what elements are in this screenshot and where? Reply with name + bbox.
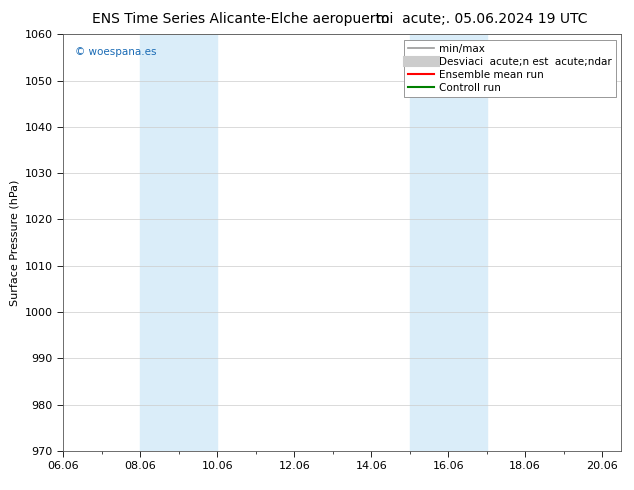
Text: ENS Time Series Alicante-Elche aeropuerto: ENS Time Series Alicante-Elche aeropuert…: [92, 12, 390, 26]
Y-axis label: Surface Pressure (hPa): Surface Pressure (hPa): [10, 179, 19, 306]
Text: mi  acute;. 05.06.2024 19 UTC: mi acute;. 05.06.2024 19 UTC: [376, 12, 588, 26]
Legend: min/max, Desviaci  acute;n est  acute;ndar, Ensemble mean run, Controll run: min/max, Desviaci acute;n est acute;ndar…: [404, 40, 616, 97]
Bar: [140, 34, 217, 451]
Bar: [410, 34, 487, 451]
Text: © woespana.es: © woespana.es: [75, 47, 156, 57]
